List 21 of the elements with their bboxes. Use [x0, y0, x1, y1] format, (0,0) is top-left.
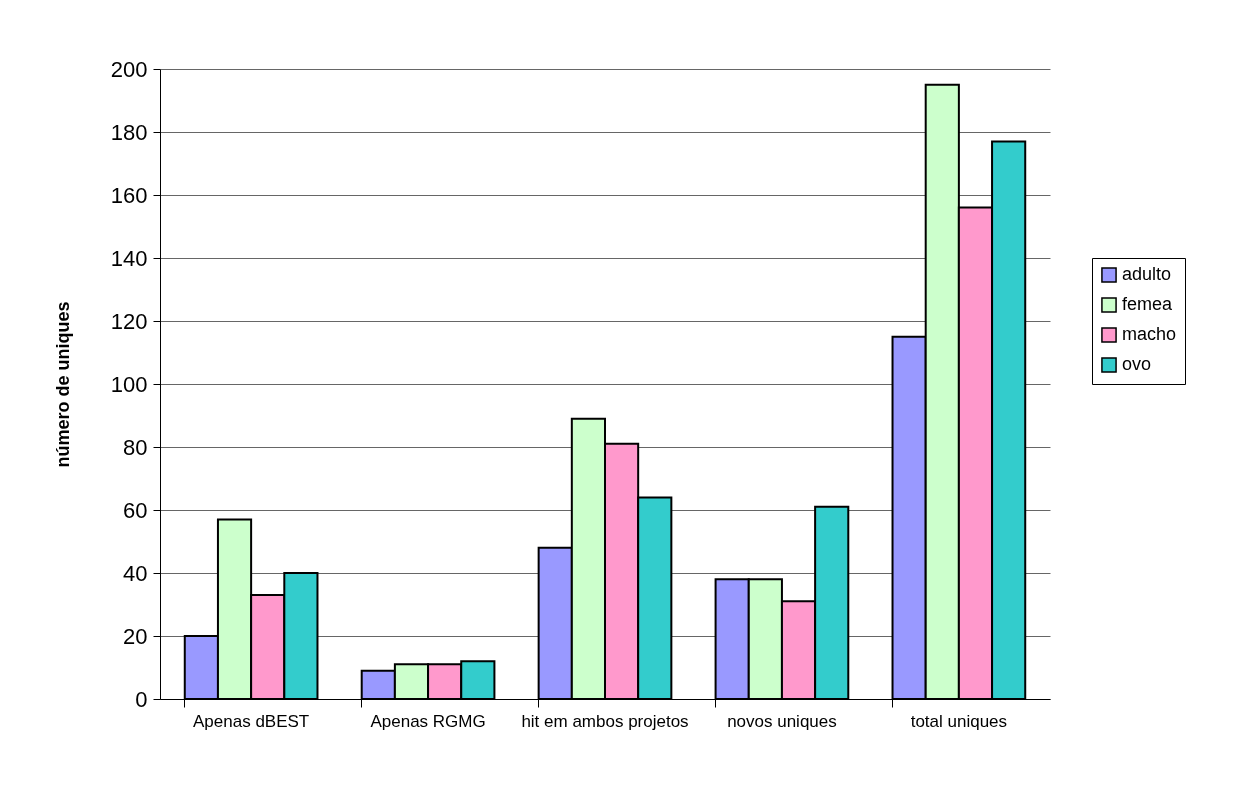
y-tick-label: 140: [110, 245, 148, 271]
legend-label: macho: [1122, 324, 1177, 344]
y-tick-label: 40: [123, 560, 148, 586]
legend-label: femea: [1122, 294, 1174, 314]
y-tick-label: 120: [110, 308, 148, 334]
y-tick-label: 80: [123, 434, 148, 460]
y-tick-label: 180: [110, 119, 148, 145]
y-tick-label: 160: [110, 182, 148, 208]
x-tick-label: Apenas dBEST: [193, 711, 310, 731]
x-tick-label: total uniques: [910, 711, 1008, 731]
y-tick-label: 60: [123, 497, 148, 523]
x-tick-label: hit em ambos projetos: [521, 711, 689, 731]
y-tick-label: 200: [110, 56, 148, 82]
y-tick-label: 0: [135, 686, 148, 712]
legend-label: adulto: [1122, 264, 1172, 284]
y-tick-label: 100: [110, 371, 148, 397]
x-tick-label: novos uniques: [727, 711, 837, 731]
y-tick-label: 20: [123, 623, 148, 649]
y-axis-title: número de uniques: [52, 301, 73, 468]
legend-label: ovo: [1122, 354, 1152, 374]
x-tick-label: Apenas RGMG: [370, 711, 486, 731]
